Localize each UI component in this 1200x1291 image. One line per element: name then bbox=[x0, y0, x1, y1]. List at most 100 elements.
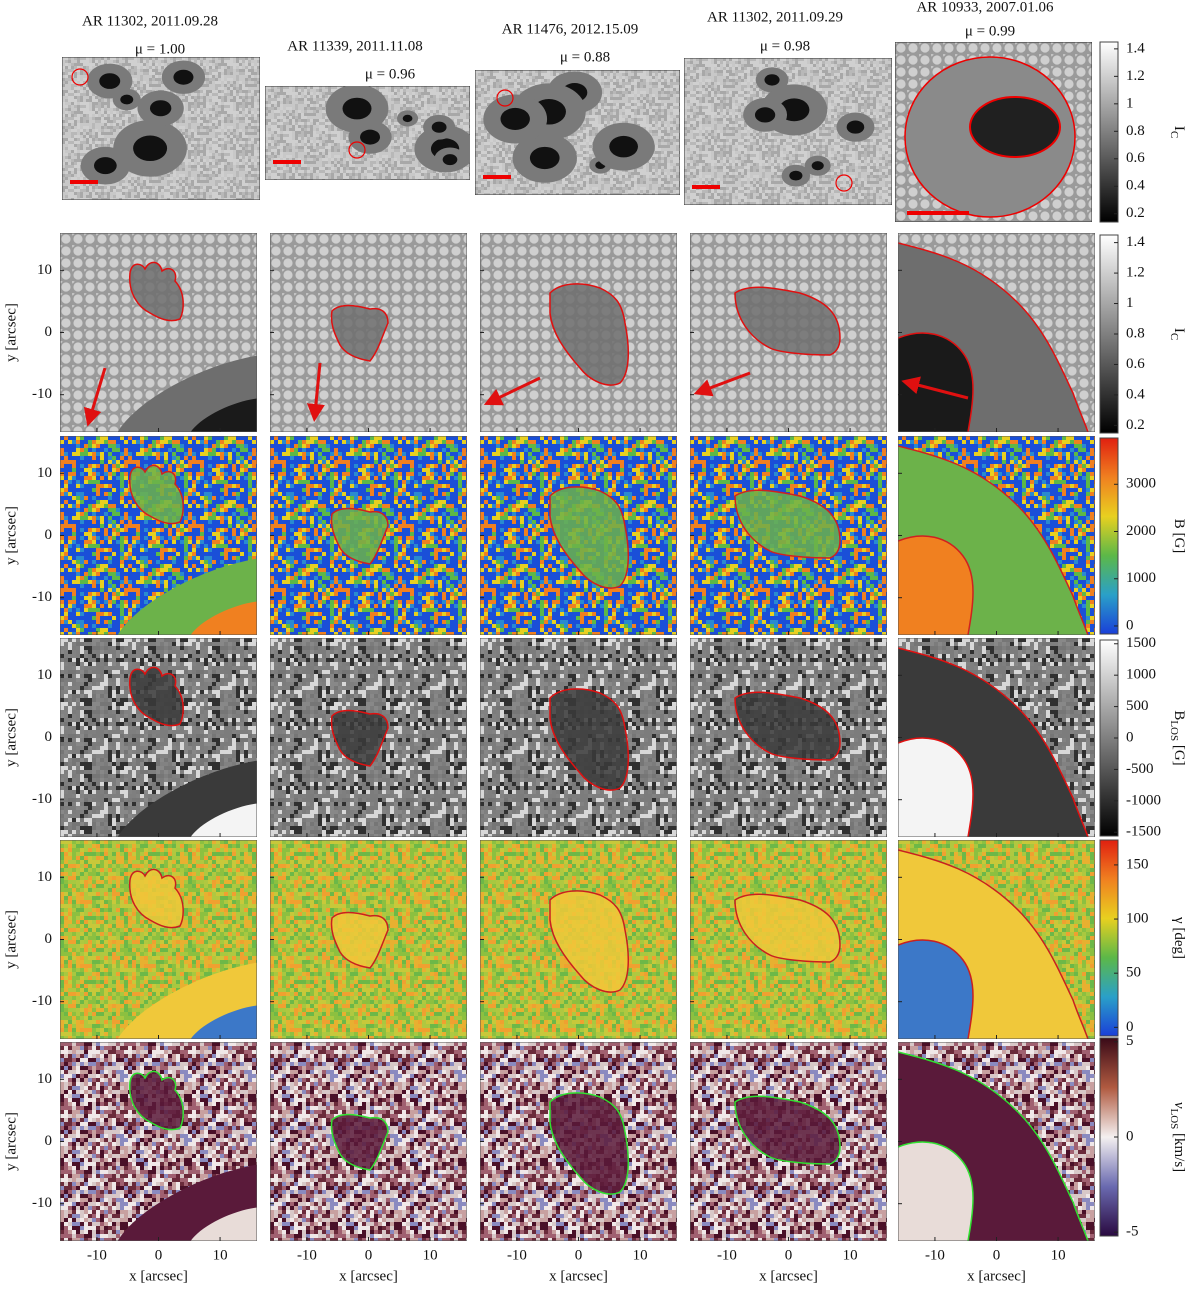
y-tick-label: 0 bbox=[45, 527, 53, 543]
colorbar bbox=[1099, 41, 1119, 223]
contour bbox=[898, 332, 974, 432]
umbra-region bbox=[188, 1206, 257, 1241]
y-tick-label: 10 bbox=[37, 262, 52, 278]
umbra-region bbox=[898, 333, 973, 432]
mu-label: μ = 0.99 bbox=[965, 23, 1015, 39]
colorbar-label-main: B [G] bbox=[1171, 519, 1187, 554]
colorbar-tick-label: 100 bbox=[1126, 910, 1149, 926]
map-panel bbox=[690, 638, 887, 837]
colorbar-tick-label: 1 bbox=[1126, 95, 1134, 111]
overview-image bbox=[62, 57, 260, 200]
umbra bbox=[402, 114, 413, 123]
y-tick-label: 10 bbox=[37, 465, 52, 481]
map-panel bbox=[270, 638, 467, 837]
contour bbox=[330, 507, 389, 565]
contour bbox=[898, 535, 974, 635]
spot-region bbox=[331, 508, 388, 564]
colorbar-label: vLOS [km/s] bbox=[1168, 1102, 1186, 1172]
colorbar-tick-label: 1.2 bbox=[1126, 68, 1145, 84]
colorbar-tick-label: 2000 bbox=[1126, 523, 1156, 539]
umbra-region bbox=[188, 600, 257, 635]
colorbar-tick-label: 150 bbox=[1126, 856, 1149, 872]
direction-arrow bbox=[306, 362, 325, 422]
x-tick-label: -10 bbox=[717, 1247, 737, 1263]
map-panel bbox=[60, 233, 257, 432]
x-tick-label: 0 bbox=[575, 1247, 583, 1263]
y-tick-label: 0 bbox=[45, 931, 53, 947]
map-panel bbox=[898, 638, 1095, 837]
scale-bar bbox=[483, 175, 511, 179]
map-panel bbox=[480, 233, 677, 432]
spot-region bbox=[129, 869, 184, 928]
x-tick-label: 10 bbox=[213, 1247, 228, 1263]
mu-label: μ = 0.96 bbox=[365, 66, 416, 82]
column-title: AR 11302, 2011.09.28 bbox=[82, 13, 218, 29]
map-panel bbox=[690, 840, 887, 1039]
colorbar-label-main: γ [deg] bbox=[1171, 916, 1187, 959]
x-axis-label: x [arcsec] bbox=[549, 1268, 608, 1284]
map-panel bbox=[898, 436, 1095, 635]
contour bbox=[330, 304, 389, 362]
x-tick-label: 10 bbox=[423, 1247, 438, 1263]
mu-label: μ = 1.00 bbox=[135, 41, 185, 57]
spot-region bbox=[735, 894, 840, 962]
spot-region bbox=[550, 890, 629, 993]
colorbar-label: IC bbox=[1168, 328, 1186, 340]
map-panel bbox=[60, 840, 257, 1039]
y-axis-label: y [arcsec] bbox=[3, 303, 19, 362]
contour bbox=[330, 911, 389, 969]
spot-region bbox=[550, 1092, 629, 1195]
colorbar-label: γ [deg] bbox=[1171, 916, 1187, 959]
colorbar-label-main: I bbox=[1171, 126, 1187, 131]
x-tick-label: -10 bbox=[507, 1247, 527, 1263]
contour bbox=[734, 893, 841, 963]
colorbar-tick-label: 0.2 bbox=[1126, 205, 1145, 221]
umbra bbox=[360, 129, 381, 145]
colorbar-label-unit: [km/s] bbox=[1171, 1129, 1187, 1172]
umbra bbox=[94, 157, 117, 175]
colorbar-label-main: B bbox=[1171, 710, 1187, 720]
y-tick-label: 0 bbox=[45, 729, 53, 745]
x-axis-label: x [arcsec] bbox=[967, 1268, 1026, 1284]
colorbar-tick-label: 0 bbox=[1126, 617, 1134, 633]
x-tick-label: -10 bbox=[297, 1247, 317, 1263]
contour bbox=[129, 868, 184, 929]
colorbar-tick-label: 1 bbox=[1126, 295, 1134, 311]
x-tick-label: 0 bbox=[993, 1247, 1001, 1263]
umbra bbox=[99, 73, 121, 89]
spot-region bbox=[331, 1114, 388, 1170]
colorbar-tick-label: 1.4 bbox=[1126, 234, 1145, 250]
contour bbox=[734, 1095, 841, 1165]
colorbar-tick-label: 0 bbox=[1126, 1128, 1134, 1144]
contour bbox=[129, 464, 184, 525]
map-panel bbox=[60, 1042, 257, 1241]
map-panel bbox=[898, 233, 1095, 432]
umbra bbox=[764, 74, 780, 86]
umbra-region bbox=[898, 536, 973, 635]
colorbar-tick-label: 0.2 bbox=[1126, 417, 1145, 433]
x-axis-label: x [arcsec] bbox=[339, 1268, 398, 1284]
scale-bar bbox=[273, 160, 301, 164]
x-tick-label: 10 bbox=[843, 1247, 858, 1263]
contour bbox=[734, 691, 841, 761]
colorbar-label-sub: C bbox=[1168, 333, 1180, 340]
colorbar bbox=[1099, 437, 1119, 635]
contour bbox=[898, 1141, 974, 1241]
colorbar-tick-label: -1500 bbox=[1126, 824, 1161, 840]
map-panel bbox=[270, 1042, 467, 1241]
direction-arrow bbox=[693, 371, 751, 397]
colorbar-tick-label: 1000 bbox=[1126, 570, 1156, 586]
colorbar-tick-label: -500 bbox=[1126, 761, 1154, 777]
colorbar-tick-label: 1.2 bbox=[1126, 265, 1145, 281]
umbra bbox=[120, 94, 134, 105]
map-panel bbox=[270, 840, 467, 1039]
colorbar-tick-label: 3000 bbox=[1126, 476, 1156, 492]
colorbar bbox=[1099, 839, 1119, 1037]
umbra-region bbox=[188, 397, 257, 432]
contour bbox=[549, 1092, 630, 1195]
umbra bbox=[173, 69, 194, 85]
y-tick-label: -10 bbox=[32, 1195, 52, 1211]
x-tick-label: 10 bbox=[1051, 1247, 1066, 1263]
colorbar-tick-label: 0.8 bbox=[1126, 325, 1145, 341]
map-panel bbox=[480, 1042, 677, 1241]
